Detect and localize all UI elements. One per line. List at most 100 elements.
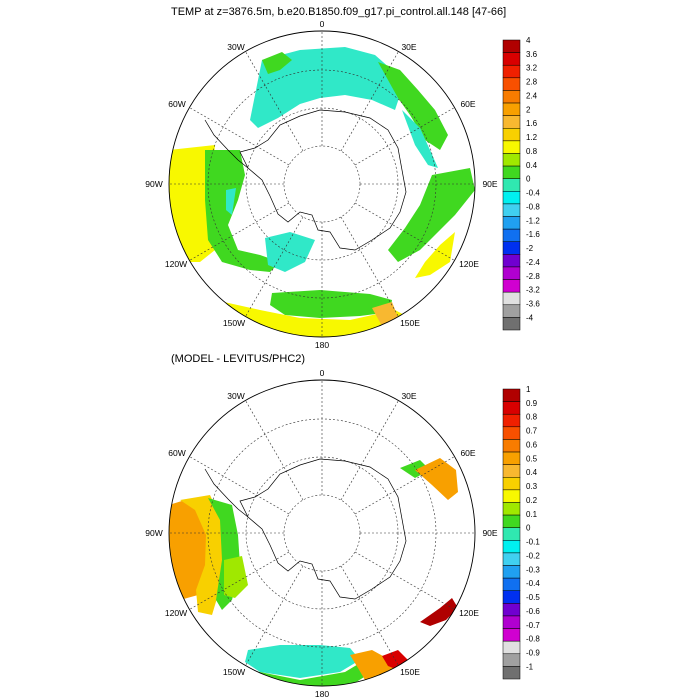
top-colorbar-swatch xyxy=(502,39,521,53)
top-field-west-yellow xyxy=(169,145,215,262)
top-field-e-yellow xyxy=(415,232,455,278)
top-colorbar-swatch xyxy=(502,64,521,79)
top-lon-label-150e: 150E xyxy=(400,318,420,328)
bottom-colorbar-swatch xyxy=(502,615,521,629)
top-lon-label-0: 0 xyxy=(320,19,325,29)
top-colorbar-tick-label: 3.2 xyxy=(526,64,538,73)
top-field-ross-cyan xyxy=(265,232,315,272)
top-lon-label-120e: 120E xyxy=(459,259,479,269)
bottom-colorbar-swatch xyxy=(502,640,521,655)
bottom-colorbar-swatch xyxy=(502,451,521,465)
top-colorbar-tick-label: 1.6 xyxy=(526,119,538,128)
top-colorbar-swatch xyxy=(502,140,521,154)
bottom-colorbar-swatch xyxy=(502,426,521,440)
top-colorbar-swatch xyxy=(502,254,521,268)
top-map: 0 30E 30W 60E 60W 90E 90W 120E 120W 150E… xyxy=(145,19,540,350)
bottom-colorbar-tick-label: 0.5 xyxy=(526,454,538,463)
bottom-field-east-orange xyxy=(415,458,458,500)
top-panel-title: TEMP at z=3876.5m, b.e20.B1850.f09_g17.p… xyxy=(171,6,507,18)
bottom-colorbar-swatch xyxy=(502,552,521,566)
top-lon-label-60w: 60W xyxy=(168,99,185,109)
top-map-border xyxy=(168,30,476,338)
top-colorbar-swatch xyxy=(502,178,521,192)
top-colorbar-swatch xyxy=(502,102,521,116)
top-lon-label-30w: 30W xyxy=(227,42,244,52)
bottom-colorbar-tick-label: -0.5 xyxy=(526,593,540,602)
bottom-colorbar-swatch xyxy=(502,502,521,516)
top-antarctica-coastline xyxy=(239,109,407,251)
bottom-colorbar-tick-label: 0.1 xyxy=(526,510,538,519)
bottom-peninsula xyxy=(204,468,249,518)
top-colorbar-tick-label: -0.4 xyxy=(526,189,540,198)
top-colorbar-tick-label: -3.2 xyxy=(526,286,540,295)
bottom-field-west-yellow xyxy=(180,495,224,615)
top-colorbar-tick-label: 2 xyxy=(526,105,531,114)
bottom-colorbar-tick-label: 0.6 xyxy=(526,440,538,449)
bottom-colorbar-swatch xyxy=(502,464,521,478)
top-field-atlantic-green xyxy=(262,52,292,74)
top-colorbar-tick-label: 0.8 xyxy=(526,147,538,156)
bottom-meridians xyxy=(169,380,475,686)
bottom-lon-label-60e: 60E xyxy=(460,448,475,458)
bottom-colorbar-tick-label: -0.4 xyxy=(526,579,540,588)
top-field-east-cyan xyxy=(402,110,438,168)
top-colorbar-swatch xyxy=(502,115,521,129)
bottom-colorbar-tick-label: 0.4 xyxy=(526,468,538,477)
bottom-colorbar-swatch xyxy=(502,590,521,604)
top-colorbar-swatch xyxy=(502,317,521,331)
bottom-colorbar-tick-label: -0.2 xyxy=(526,551,540,560)
bottom-lon-label-30e: 30E xyxy=(401,391,416,401)
bottom-lon-label-120e: 120E xyxy=(459,608,479,618)
top-colorbar-swatch xyxy=(502,90,521,104)
bottom-lon-label-150w: 150W xyxy=(223,667,245,677)
top-colorbar-tick-label: 2.4 xyxy=(526,91,538,100)
top-field-atlantic-cyan xyxy=(250,47,400,128)
top-colorbar-swatch xyxy=(502,291,521,306)
top-lon-label-90e: 90E xyxy=(482,179,497,189)
top-colorbar-swatch xyxy=(502,153,521,167)
top-colorbar-tick-label: 0.4 xyxy=(526,161,538,170)
top-colorbar-swatch xyxy=(502,165,521,179)
bottom-colorbar-tick-label: 0.2 xyxy=(526,496,538,505)
top-field-west-cyan xyxy=(226,188,236,215)
bottom-lon-label-150e: 150E xyxy=(400,667,420,677)
bottom-colorbar-tick-label: -0.3 xyxy=(526,565,540,574)
bottom-map-border xyxy=(168,379,476,687)
top-lon-label-60e: 60E xyxy=(460,99,475,109)
top-colorbar-tick-label: -1.6 xyxy=(526,230,540,239)
bottom-colorbar-tick-label: -0.1 xyxy=(526,538,540,547)
top-colorbar-tick-label: -2.8 xyxy=(526,272,540,281)
bottom-colorbar-tick-label: 0 xyxy=(526,524,531,533)
top-field-e-green xyxy=(388,168,475,262)
top-lon-label-90w: 90W xyxy=(145,179,162,189)
bottom-lon-label-120w: 120W xyxy=(165,608,187,618)
bottom-lon-label-180: 180 xyxy=(315,689,329,699)
top-colorbar-tick-label: -1.2 xyxy=(526,216,540,225)
bottom-panel-title: (MODEL - LEVITUS/PHC2) xyxy=(171,353,306,365)
bottom-lon-label-60w: 60W xyxy=(168,448,185,458)
top-colorbar: 4 3.6 3.2 2.8 2.4 2 1.6 1.2 0.8 0.4 0 -0.4 -0.8 -1.2 -… xyxy=(502,36,540,331)
bottom-colorbar-swatch xyxy=(502,666,521,680)
top-peninsula xyxy=(204,119,249,169)
bottom-colorbar-tick-label: 1 xyxy=(526,385,531,394)
bottom-colorbar-tick-label: 0.7 xyxy=(526,427,538,436)
bottom-colorbar-swatch xyxy=(502,439,521,453)
bottom-colorbar-swatch xyxy=(502,388,521,402)
bottom-colorbar-tick-label: -0.7 xyxy=(526,621,540,630)
bottom-lon-label-0: 0 xyxy=(320,368,325,378)
top-lon-label-30e: 30E xyxy=(401,42,416,52)
bottom-colorbar-swatch xyxy=(502,628,521,642)
top-colorbar-tick-label: 4 xyxy=(526,36,531,45)
top-colorbar-tick-label: -2.4 xyxy=(526,258,540,267)
bottom-lon-label-30w: 30W xyxy=(227,391,244,401)
top-colorbar-tick-label: -4 xyxy=(526,313,534,322)
top-field-east-green xyxy=(378,62,448,150)
top-colorbar-swatch xyxy=(502,241,521,255)
bottom-colorbar-swatch xyxy=(502,401,521,415)
bottom-antarctica-coastline xyxy=(239,458,407,600)
bottom-colorbar-tick-label: 0.3 xyxy=(526,482,538,491)
bottom-colorbar-tick-label: -1 xyxy=(526,662,534,671)
bottom-field-south-cyan xyxy=(245,645,360,678)
bottom-colorbar-swatch xyxy=(502,577,521,591)
